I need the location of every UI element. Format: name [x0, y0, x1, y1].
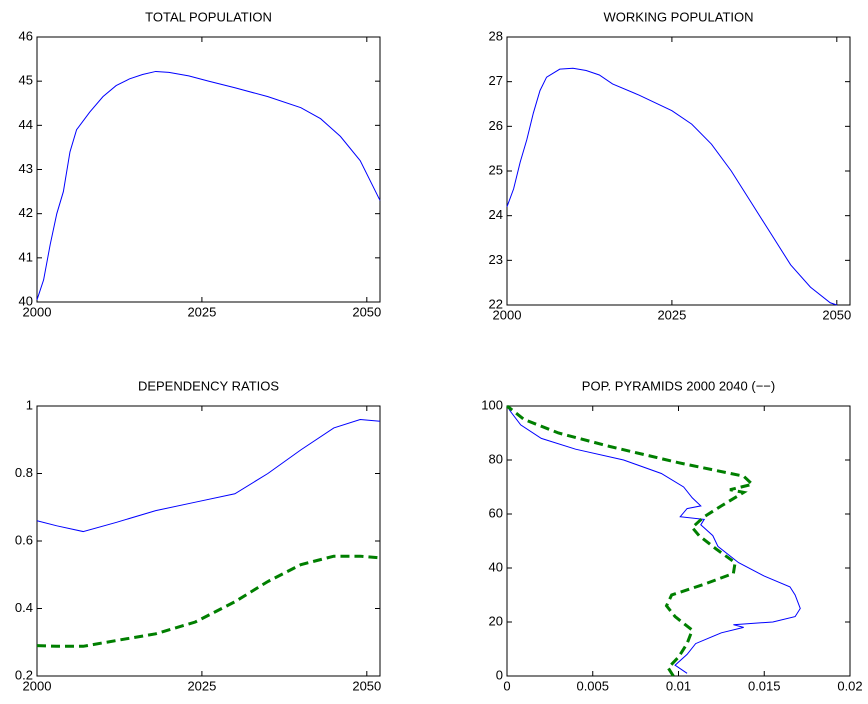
y-tick-label: 0.4: [15, 600, 33, 615]
y-tick-label: 24: [489, 207, 503, 222]
y-tick-label: 28: [489, 28, 503, 43]
y-tick-label: 27: [489, 73, 503, 88]
y-tick-label: 41: [19, 249, 33, 264]
series-line: [36, 70, 381, 300]
y-tick-label: 60: [489, 505, 503, 520]
y-tick-label: 43: [19, 161, 33, 176]
y-tick-label: 25: [489, 162, 503, 177]
subplot: DEPENDENCY RATIOS 2000 2025 2050 0.2 0.4 0.6 0.…: [15, 378, 381, 693]
x-tick-label: 2000: [493, 307, 522, 322]
y-tick-label: 0.8: [15, 465, 33, 480]
y-tick-label: 26: [489, 118, 503, 133]
y-tick-label: 0.2: [15, 667, 33, 682]
y-tick-label: 42: [19, 205, 33, 220]
axes-box: [506, 405, 851, 677]
x-tick-label: 2000: [23, 304, 52, 319]
x-tick-label: 0.005: [576, 678, 609, 693]
x-tick-label: 2050: [352, 304, 381, 319]
series-line: [506, 67, 837, 306]
y-tick-label: 45: [19, 73, 33, 88]
series-line: [36, 418, 381, 533]
x-tick-label: 0: [503, 678, 510, 693]
subplot-title: DEPENDENCY RATIOS: [138, 378, 279, 393]
y-tick-label: 22: [489, 296, 503, 311]
y-tick-label: 0.6: [15, 532, 33, 547]
y-tick-label: 0: [496, 667, 503, 682]
subplot: WORKING POPULATION 2000 2025 2050 22 23 24 25 26…: [489, 9, 852, 322]
subplot: TOTAL POPULATION 2000 2025 2050 40 41 42 43 44 45…: [19, 9, 382, 319]
axes-box: [36, 405, 381, 677]
series-line: [506, 405, 801, 674]
y-tick-label: 80: [489, 451, 503, 466]
y-tick-label: 23: [489, 252, 503, 267]
axes-box: [506, 36, 851, 306]
y-tick-label: 40: [19, 293, 33, 308]
y-tick-label: 20: [489, 613, 503, 628]
x-tick-label: 2025: [657, 307, 686, 322]
y-tick-label: 100: [481, 397, 503, 412]
x-tick-label: 0.02: [837, 678, 862, 693]
x-tick-label: 2050: [822, 307, 851, 322]
x-tick-label: 0.01: [666, 678, 691, 693]
y-tick-label: 40: [489, 559, 503, 574]
axes-box: [36, 36, 381, 303]
y-tick-label: 46: [19, 28, 33, 43]
x-tick-label: 0.015: [748, 678, 781, 693]
subplot-title: WORKING POPULATION: [604, 9, 754, 24]
series-line: [506, 404, 756, 677]
subplot-title: POP. PYRAMIDS 2000 2040 (−−): [582, 378, 775, 393]
y-tick-label: 1: [26, 397, 33, 412]
x-tick-label: 2050: [352, 678, 381, 693]
y-tick-label: 44: [19, 117, 33, 132]
subplot-title: TOTAL POPULATION: [145, 9, 272, 24]
x-tick-label: 2025: [187, 304, 216, 319]
series-line: [36, 554, 381, 648]
x-tick-label: 2000: [23, 678, 52, 693]
subplot: POP. PYRAMIDS 2000 2040 (−−) 0 0.005 0.01 0.…: [481, 378, 862, 693]
x-tick-label: 2025: [187, 678, 216, 693]
